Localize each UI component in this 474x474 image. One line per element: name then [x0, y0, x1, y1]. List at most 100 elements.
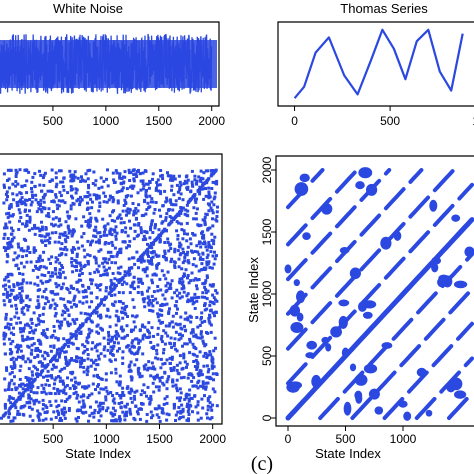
recurrence-point [77, 400, 81, 404]
recurrence-point [210, 238, 214, 242]
recurrence-point [99, 176, 103, 180]
recurrence-point [174, 203, 178, 207]
recurrence-point [58, 326, 62, 330]
recurrence-point [74, 390, 78, 394]
recurrence-point [84, 410, 88, 414]
recurrence-point [39, 349, 42, 353]
recurrence-point [212, 262, 216, 266]
recurrence-point [30, 317, 33, 321]
recurrence-point [95, 193, 99, 197]
recurrence-point [126, 244, 130, 248]
recurrence-point [197, 175, 201, 179]
recurrence-point [207, 193, 211, 197]
recurrence-point [147, 321, 151, 325]
recurrence-point [54, 185, 58, 189]
recurrence-diagonal-point [110, 289, 114, 292]
recurrence-point [144, 193, 148, 197]
recurrence-point [90, 282, 94, 286]
recurrence-point [73, 175, 77, 179]
recurrence-point [139, 280, 143, 284]
recurrence-point [117, 318, 120, 322]
recurrence-point [125, 386, 129, 390]
recurrence-point [10, 232, 14, 236]
recurrence-point [125, 410, 129, 414]
recurrence-point [13, 315, 17, 319]
recurrence-point [14, 175, 18, 178]
recurrence-point [53, 329, 56, 333]
recurrence-diagonal-point [76, 328, 80, 331]
recurrence-point [86, 201, 89, 205]
recurrence-blob [380, 236, 392, 250]
recurrence-point [195, 299, 199, 303]
recurrence-point [36, 317, 40, 321]
recurrence-point [111, 399, 115, 403]
recurrence-point [16, 182, 20, 186]
recurrence-point [92, 374, 96, 378]
recurrence-point [7, 385, 11, 388]
recurrence-point [150, 294, 154, 298]
recurrence-blob [341, 347, 350, 359]
recurrence-point [9, 358, 13, 361]
recurrence-point [35, 266, 39, 270]
recurrence-point [182, 353, 186, 357]
recurrence-point [102, 233, 106, 237]
recurrence-point [192, 384, 196, 388]
recurrence-point [48, 306, 52, 310]
recurrence-point [102, 225, 106, 229]
recurrence-point [139, 188, 143, 192]
recurrence-diagonal-point [17, 396, 21, 400]
recurrence-point [133, 287, 136, 291]
recurrence-point [97, 194, 101, 198]
recurrence-point [205, 248, 209, 252]
recurrence-point [115, 171, 119, 175]
recurrence-point [36, 283, 40, 287]
recurrence-point [118, 175, 122, 179]
recurrence-point [206, 289, 210, 293]
recurrence-diagonal-point [130, 266, 134, 270]
recurrence-point [208, 313, 211, 317]
recurrence-point [134, 207, 138, 210]
recurrence-point [97, 196, 101, 200]
recurrence-point [33, 232, 37, 236]
recurrence-point [137, 233, 140, 237]
recurrence-point [132, 320, 136, 324]
recurrence-point [42, 173, 46, 177]
recurrence-point [55, 304, 59, 307]
recurrence-point [92, 228, 96, 232]
recurrence-point [146, 252, 150, 256]
recurrence-point [115, 331, 119, 335]
recurrence-point [35, 391, 39, 395]
thomas-recurrence-x-tick-label: 1000 [390, 432, 417, 446]
recurrence-point [95, 374, 99, 378]
recurrence-point [92, 193, 96, 197]
recurrence-point [171, 325, 175, 329]
recurrence-point [129, 375, 133, 379]
recurrence-point [60, 367, 64, 371]
recurrence-point [198, 192, 202, 196]
recurrence-point [8, 348, 12, 351]
recurrence-point [56, 319, 59, 323]
recurrence-diagonal-point [148, 244, 152, 248]
recurrence-point [119, 327, 123, 331]
recurrence-point [199, 373, 203, 376]
recurrence-point [102, 265, 106, 269]
recurrence-point [50, 374, 53, 378]
recurrence-point [141, 171, 145, 175]
recurrence-point [210, 416, 214, 420]
recurrence-point [133, 397, 137, 401]
recurrence-point [190, 373, 194, 377]
recurrence-point [70, 305, 74, 309]
recurrence-point [185, 294, 189, 298]
recurrence-point [25, 198, 29, 202]
recurrence-point [143, 270, 147, 274]
thomas-series-frame [277, 21, 474, 107]
recurrence-point [155, 348, 159, 352]
recurrence-point [74, 417, 78, 421]
recurrence-point [41, 407, 45, 411]
recurrence-point [18, 377, 22, 381]
recurrence-point [7, 207, 11, 210]
recurrence-point [36, 295, 40, 299]
recurrence-point [113, 293, 117, 297]
recurrence-point [45, 351, 49, 355]
recurrence-point [126, 385, 130, 389]
